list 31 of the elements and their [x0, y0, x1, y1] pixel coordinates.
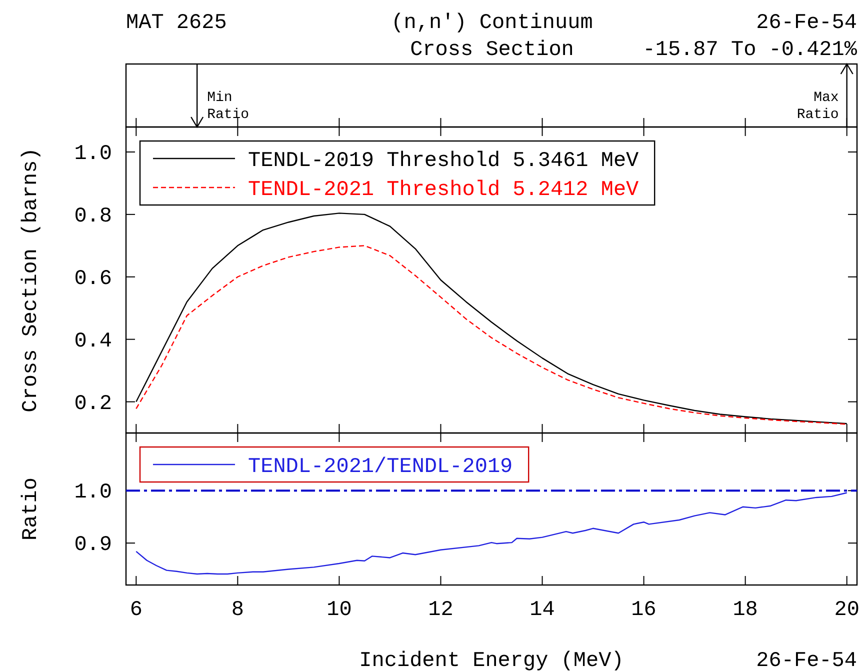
x-tick-label: 8 — [231, 599, 244, 622]
x-tick-label: 16 — [631, 599, 656, 622]
x-tick-label: 14 — [530, 599, 555, 622]
text: Max Ratio — [796, 90, 839, 123]
line-series — [136, 245, 848, 425]
y-tick-label: 0.4 — [74, 330, 112, 354]
y-tick-label: 0.6 — [74, 268, 112, 291]
x-tick-label: 12 — [428, 599, 454, 622]
x-tick-label: 6 — [130, 599, 142, 622]
x-tick-label: 20 — [834, 599, 860, 622]
y-tick-label: 1.0 — [74, 142, 112, 166]
text: -15.87 To -0.421% — [642, 39, 858, 62]
x-axis-title: Incident Energy (MeV) — [359, 650, 624, 671]
line-series — [136, 492, 848, 575]
chart-subtitle: Cross Section — [410, 39, 574, 62]
chart-title: (n,n') Continuum — [391, 12, 593, 35]
text: 26-Fe-54 — [756, 12, 857, 35]
text: MAT 2625 — [126, 12, 227, 35]
text: 26-Fe-54 — [756, 650, 857, 671]
y-tick-label: 1.0 — [74, 482, 112, 505]
x-tick-label: 10 — [326, 599, 352, 622]
y-tick-label: 0.2 — [74, 392, 112, 416]
text: Min Ratio — [207, 90, 250, 123]
x-tick-label: 18 — [732, 599, 758, 622]
legend-label: TENDL-2021/TENDL-2019 — [248, 456, 513, 479]
y-axis-title: Ratio — [20, 477, 43, 541]
y-tick-label: 0.9 — [74, 534, 112, 558]
legend-label: TENDL-2019 Threshold 5.3461 MeV — [248, 150, 640, 173]
y-axis-title: Cross Section (barns) — [20, 148, 43, 412]
y-tick-label: 0.8 — [74, 205, 112, 228]
legend-label: TENDL-2021 Threshold 5.2412 MeV — [248, 178, 640, 202]
